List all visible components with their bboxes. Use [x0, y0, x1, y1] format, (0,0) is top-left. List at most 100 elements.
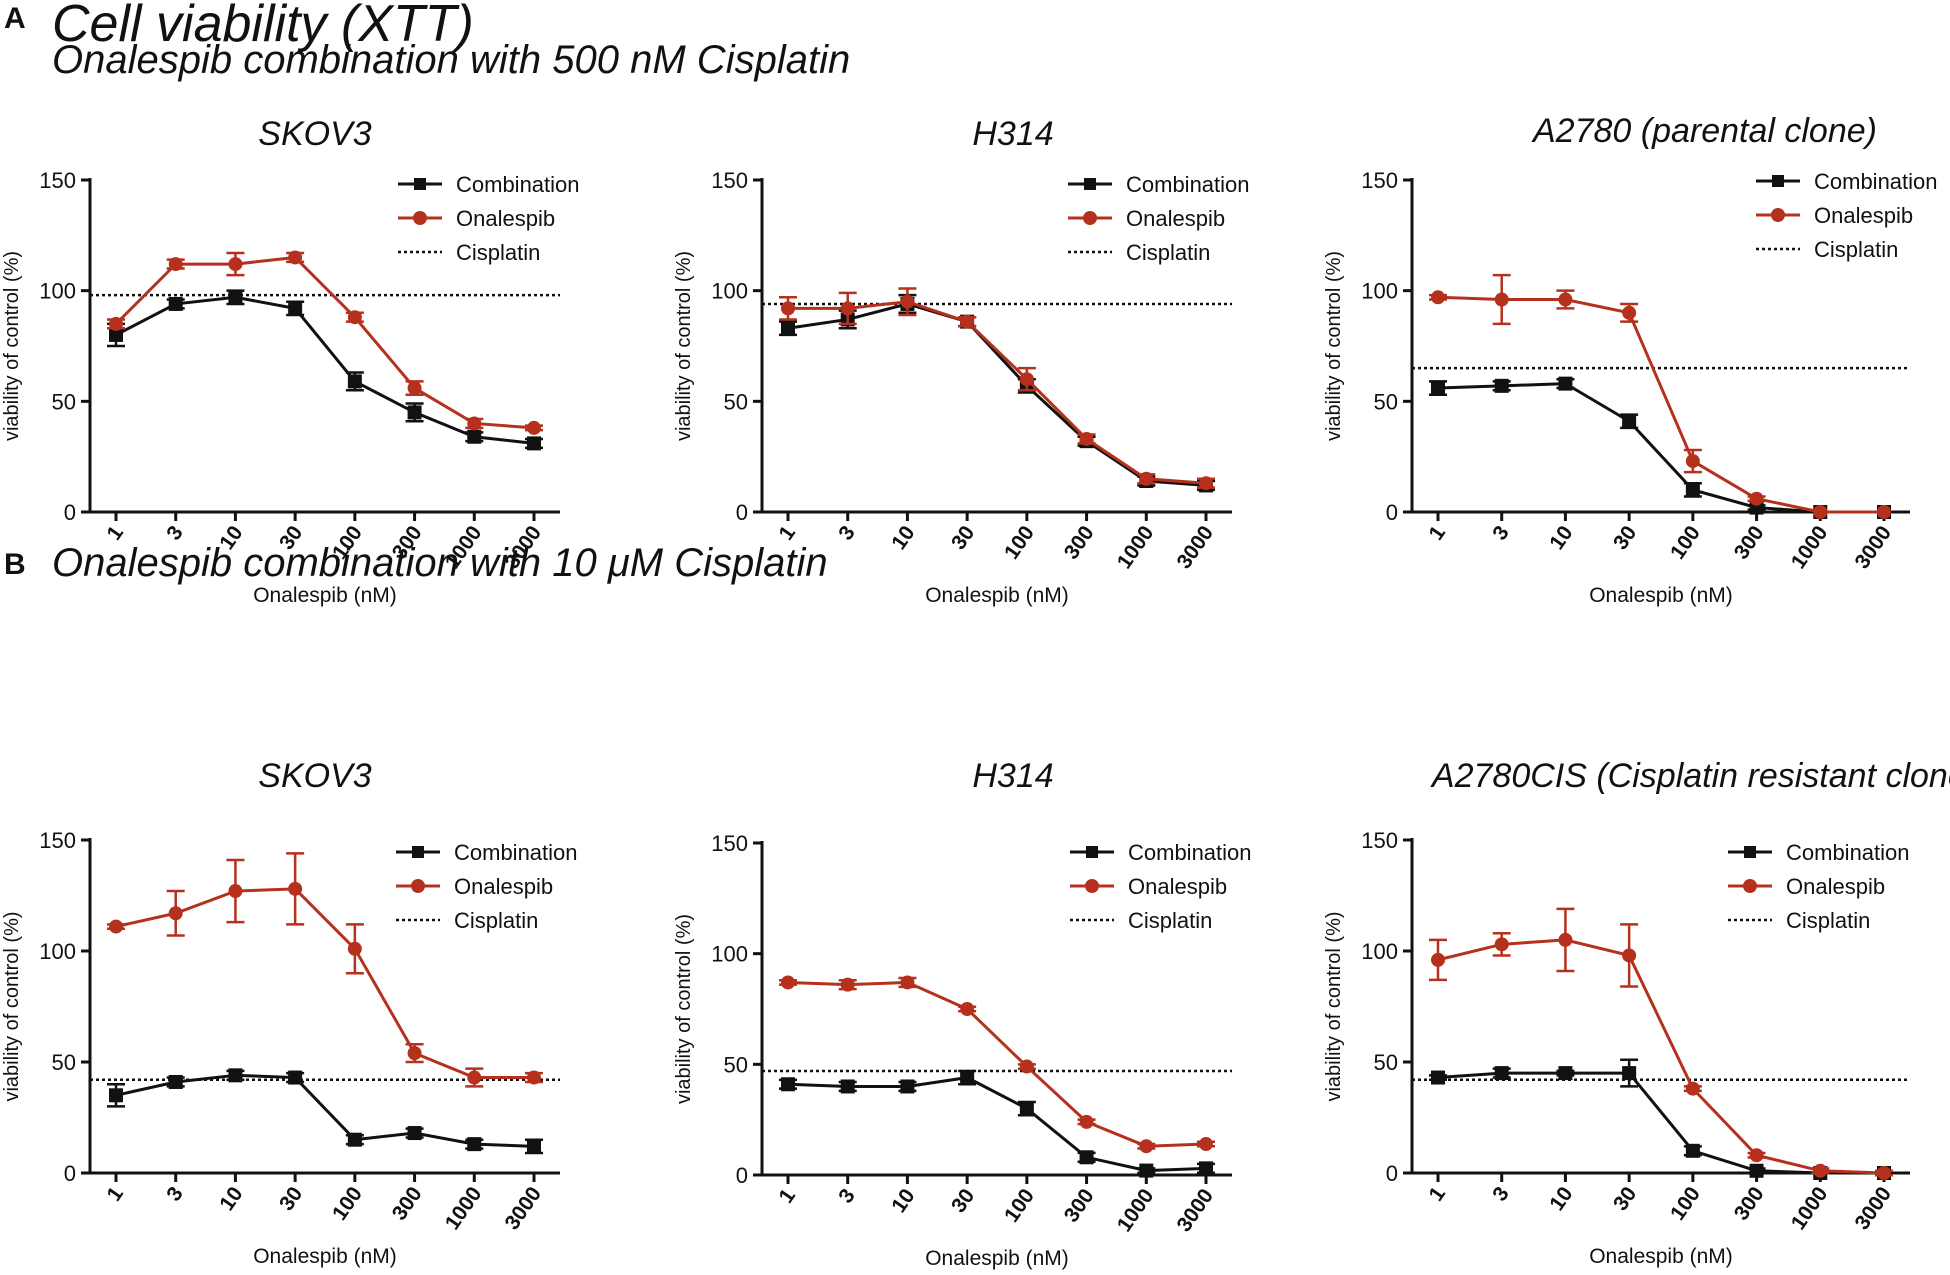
- x-tick-label: 300: [388, 1183, 427, 1225]
- y-tick-label: 50: [724, 1052, 748, 1077]
- x-tick-label: 1: [103, 1182, 129, 1205]
- data-point: [527, 1070, 541, 1085]
- data-point: [1685, 482, 1700, 497]
- data-point: [1494, 292, 1509, 307]
- legend-marker: [1084, 178, 1096, 190]
- x-tick-label: 100: [1666, 1183, 1705, 1225]
- x-tick-label: 10: [887, 522, 919, 554]
- legend: Combination Onalespib Cisplatin: [396, 840, 578, 933]
- series-line: [787, 1076, 1207, 1173]
- chart-title: A2780 (parental clone): [1531, 112, 1877, 150]
- data-point: [347, 941, 362, 956]
- chart-1: SKOV3 0 50 100 150 1 3 10 30 100 300 1000 3000 Onales…: [1, 115, 580, 607]
- data-point: [1558, 376, 1573, 391]
- y-tick-label: 50: [52, 389, 76, 414]
- y-tick-label: 50: [1374, 1050, 1398, 1075]
- series-onalespib: [107, 852, 543, 1088]
- data-point: [1199, 476, 1213, 491]
- data-point: [1019, 372, 1034, 387]
- x-axis-label: Onalespib (nM): [1589, 584, 1733, 607]
- data-point: [1685, 1081, 1700, 1096]
- data-point: [1199, 1161, 1213, 1176]
- data-point: [467, 1070, 482, 1085]
- y-tick-label: 150: [711, 168, 748, 193]
- data-point: [1494, 378, 1509, 393]
- data-point: [1199, 1137, 1213, 1152]
- x-tick-label: 30: [947, 1185, 979, 1217]
- x-tick-label: 1000: [1113, 1185, 1159, 1236]
- legend-marker: [412, 846, 424, 858]
- data-point: [407, 405, 422, 420]
- chart-title: SKOV3: [258, 115, 371, 153]
- series-line: [114, 255, 535, 430]
- y-axis-label: viability of control (%): [1323, 911, 1345, 1101]
- series-line: [115, 887, 534, 1080]
- x-tick-label: 100: [1000, 522, 1039, 564]
- data-point: [960, 1070, 975, 1085]
- legend-label: Combination: [454, 840, 578, 865]
- x-axis-label: Onalespib (nM): [925, 584, 1069, 607]
- data-point: [1139, 1139, 1154, 1154]
- data-point: [1622, 414, 1637, 429]
- series-onalespib: [1429, 907, 1893, 1180]
- legend-label: Cisplatin: [1128, 908, 1212, 933]
- data-point: [109, 316, 123, 331]
- legend-label: Onalespib: [1126, 206, 1225, 231]
- x-tick-label: 30: [275, 522, 307, 554]
- x-tick-label: 3000: [500, 1183, 546, 1234]
- data-point: [1494, 1066, 1509, 1081]
- y-tick-label: 150: [1361, 828, 1398, 853]
- data-point: [840, 1079, 855, 1094]
- data-point: [109, 919, 123, 934]
- data-point: [1685, 454, 1700, 469]
- x-tick-label: 3000: [1172, 522, 1218, 573]
- x-tick-label: 10: [215, 522, 247, 554]
- legend-label: Combination: [1814, 169, 1938, 194]
- series-onalespib: [107, 250, 543, 435]
- y-tick-label: 100: [39, 279, 76, 304]
- series-combination: [1429, 376, 1891, 519]
- data-point: [228, 257, 243, 272]
- panel-a-label: A: [4, 2, 26, 35]
- legend-marker: [411, 879, 425, 893]
- x-tick-label: 30: [1609, 1183, 1641, 1215]
- y-tick-label: 50: [1374, 389, 1398, 414]
- y-tick-label: 0: [736, 500, 748, 525]
- x-tick-label: 300: [1060, 1185, 1099, 1227]
- data-point: [781, 1077, 795, 1092]
- data-point: [168, 296, 183, 311]
- data-point: [228, 1068, 243, 1083]
- series-onalespib: [779, 287, 1215, 491]
- y-axis-label: viability of control (%): [1323, 251, 1345, 441]
- data-point: [1813, 505, 1828, 519]
- x-tick-label: 3000: [500, 522, 546, 573]
- y-tick-label: 0: [64, 1161, 76, 1186]
- data-point: [1558, 292, 1573, 307]
- series-line: [787, 980, 1207, 1148]
- data-point: [1139, 471, 1154, 486]
- data-point: [1877, 1166, 1891, 1180]
- series-combination: [107, 289, 543, 451]
- data-point: [1079, 1150, 1094, 1165]
- data-point: [527, 420, 541, 435]
- x-tick-label: 10: [1545, 1183, 1577, 1215]
- x-tick-label: 300: [1730, 522, 1769, 564]
- legend-label: Onalespib: [454, 874, 553, 899]
- x-tick-label: 3: [162, 522, 188, 545]
- legend-label: Onalespib: [456, 206, 555, 231]
- legend-label: Combination: [1786, 840, 1910, 865]
- legend-label: Cisplatin: [1126, 240, 1210, 265]
- legend-label: Onalespib: [1786, 874, 1885, 899]
- data-point: [1431, 1070, 1445, 1085]
- series-line: [1437, 295, 1884, 514]
- data-point: [288, 250, 303, 265]
- data-point: [1431, 381, 1445, 396]
- data-point: [347, 310, 362, 325]
- data-point: [288, 1070, 303, 1085]
- x-tick-label: 1: [103, 521, 129, 544]
- subtitle-b: Onalespib combination with 10 μM Cisplat…: [52, 541, 828, 585]
- y-axis-label: viability of control (%): [673, 914, 695, 1104]
- x-axis-label: Onalespib (nM): [253, 584, 397, 607]
- data-point: [168, 906, 183, 921]
- data-point: [1139, 1163, 1154, 1178]
